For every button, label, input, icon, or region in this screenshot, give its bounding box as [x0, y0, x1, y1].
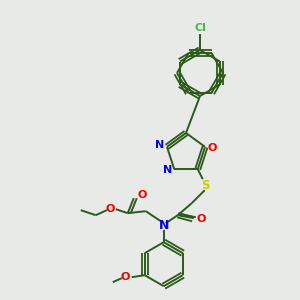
Text: O: O — [196, 214, 206, 224]
Text: N: N — [155, 140, 165, 150]
Text: O: O — [120, 272, 129, 282]
Text: O: O — [207, 143, 217, 153]
Text: N: N — [159, 219, 169, 232]
Text: O: O — [137, 190, 146, 200]
Text: O: O — [105, 204, 114, 214]
Text: Cl: Cl — [194, 23, 206, 33]
Text: S: S — [202, 179, 210, 192]
Text: N: N — [163, 165, 172, 175]
